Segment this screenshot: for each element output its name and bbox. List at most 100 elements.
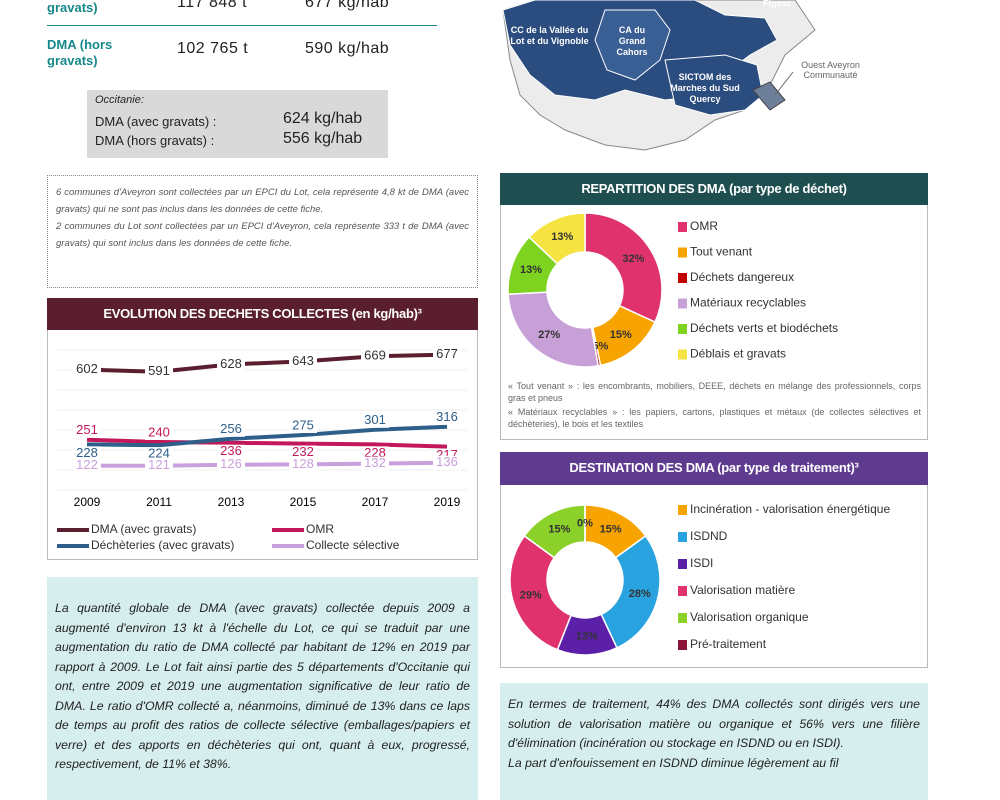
label-bg: [289, 354, 317, 369]
map-region: [664, 54, 764, 116]
data-label: 251: [76, 422, 98, 437]
data-label: 13%: [520, 264, 542, 276]
label-bg: [361, 349, 389, 364]
pie-slice: [507, 291, 600, 368]
legend-swatch: [678, 324, 687, 334]
paragraph: En termes de traitement, 44% des DMA col…: [508, 697, 920, 750]
map-label: Ouest Aveyron Communauté: [801, 60, 860, 80]
map-region: [752, 81, 786, 111]
data-label: 128: [292, 456, 314, 471]
footnotes: « Tout venant » : les encombrants, mobil…: [508, 380, 921, 430]
text-box: En termes de traitement, 44% des DMA col…: [500, 683, 928, 800]
pie-slice: [509, 534, 572, 651]
label-bg: [217, 422, 245, 437]
map-label: Figeac: [763, 0, 792, 8]
label-bg: [289, 445, 317, 460]
occitanie-label: DMA (avec gravats) :: [95, 114, 217, 129]
stat-ratio: 677 kg/hab: [305, 0, 390, 11]
legend-swatch: [678, 298, 687, 309]
label-bg: [73, 446, 101, 461]
stat-label: DMA (hors gravats): [47, 37, 113, 68]
chart-title: EVOLUTION DES DECHETS COLLECTES (en kg/h…: [47, 298, 478, 330]
legend-label: Pré-traitement: [690, 637, 767, 651]
label-bg: [145, 447, 173, 462]
occitanie-value: 624 kg/hab: [283, 110, 363, 127]
data-label: 136: [436, 454, 458, 469]
map-label: SICTOM des Marches du Sud Quercy: [670, 72, 740, 104]
label-bg: [73, 458, 101, 473]
label-bg: [145, 364, 173, 379]
legend-label: DMA (avec gravats): [91, 522, 196, 536]
chart-title: REPARTITION DES DMA (par type de déchet): [500, 173, 928, 205]
data-label: 240: [148, 424, 170, 439]
legend-label: ISDND: [690, 529, 728, 543]
label-bg: [145, 426, 173, 440]
note-text: 2 communes du Lot sont collectées par un…: [56, 221, 469, 249]
separator: [47, 25, 437, 26]
label-bg: [289, 457, 317, 472]
occitanie-value: 556 kg/hab: [283, 130, 363, 147]
label-bg: [433, 410, 461, 425]
legend-swatch: [678, 273, 687, 283]
legend-swatch: [678, 247, 687, 258]
x-tick-label: 2017: [362, 495, 389, 509]
data-label: 228: [364, 445, 386, 460]
label-bg: [217, 457, 245, 472]
legend-swatch: [678, 613, 687, 623]
footnote: « Tout venant » : les encombrants, mobil…: [508, 381, 921, 403]
note-text: 6 communes d'Aveyron sont collectées par…: [56, 187, 469, 215]
data-label: 122: [76, 457, 98, 472]
stat-ratio: 590 kg/hab: [305, 40, 390, 57]
footnote: « Matériaux recyclables » : les papiers,…: [508, 407, 921, 429]
map-label: CA du Grand Cahors: [616, 25, 648, 57]
leader-line: [774, 71, 794, 96]
x-tick-label: 2019: [434, 495, 461, 509]
series-line: [86, 437, 448, 449]
x-tick-label: 2015: [290, 495, 317, 509]
series-line: [86, 460, 448, 468]
map: Figeac CC de la Vallée du Lot et du Vign…: [502, 0, 860, 151]
occitanie-box: Occitanie: DMA (avec gravats) : 624 kg/h…: [87, 90, 388, 158]
data-label: 602: [76, 361, 98, 376]
label-bg: [73, 362, 101, 377]
stat-tonnage: 102 765 t: [177, 40, 249, 57]
legend-label: Matériaux recyclables: [690, 296, 806, 310]
data-label: 677: [436, 346, 458, 361]
legend-swatch: [678, 349, 687, 360]
label-bg: [433, 455, 461, 470]
label-bg: [361, 456, 389, 471]
pie-chart: 15% 28% 13% 29% 15% 0% Incinération - valorisa…: [509, 502, 890, 656]
data-label: 28%: [629, 588, 651, 600]
paragraph: La part d'enfouissement en ISDND diminue…: [508, 755, 839, 770]
legend-label: Tout venant: [690, 245, 753, 259]
legend-swatch: [678, 640, 687, 650]
chart-title: DESTINATION DES DMA (par type de traitem…: [500, 452, 928, 485]
data-label: 628: [220, 356, 242, 371]
x-tick-label: 2013: [218, 495, 245, 509]
label-bg: [217, 444, 245, 459]
legend-label: Déblais et gravats: [690, 347, 786, 361]
legend-swatch: [678, 559, 687, 569]
text-box: La quantité globale de DMA (avec gravats…: [47, 577, 478, 800]
data-label: 669: [364, 348, 386, 363]
legend-label: Déchets verts et biodéchets: [690, 321, 838, 335]
data-label: 275: [292, 417, 314, 432]
data-label: 126: [220, 456, 242, 471]
label-bg: [217, 357, 245, 372]
data-label: 32%: [622, 253, 644, 265]
occitanie-title: Occitanie:: [95, 94, 144, 106]
map-region: [594, 9, 671, 81]
legend-label: Incinération - valorisation énergétique: [690, 502, 890, 516]
legend-label: Déchèteries (avec gravats): [91, 538, 234, 552]
legend-label: Valorisation matière: [690, 583, 795, 597]
legend-label: Valorisation organique: [690, 610, 809, 624]
series-line: [86, 424, 448, 448]
data-label: 15%: [600, 524, 622, 536]
pie-slice: [528, 212, 586, 265]
legend-label: Déchets dangereux: [690, 270, 794, 284]
data-label: 256: [220, 421, 242, 436]
legend-label: Collecte sélective: [306, 538, 400, 552]
data-label: 29%: [520, 590, 542, 602]
label-bg: [433, 347, 461, 362]
